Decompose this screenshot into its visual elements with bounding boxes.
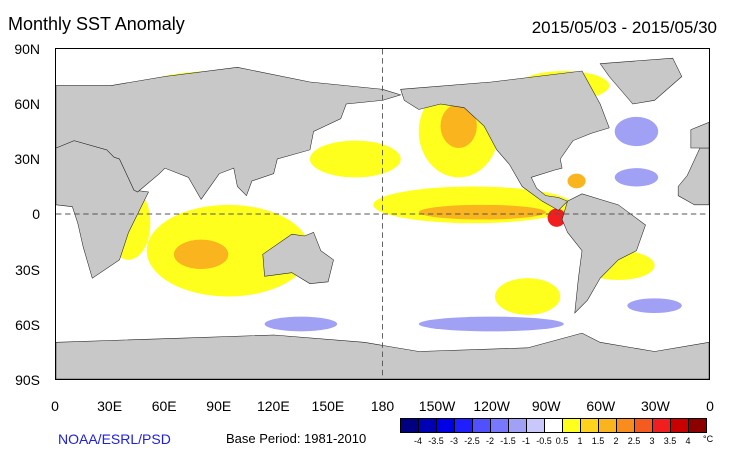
credit-label: NOAA/ESRL/PSD — [58, 431, 171, 447]
colorbar-swatch — [545, 419, 563, 432]
anomaly-peak — [547, 208, 566, 227]
colorbar-tick-label: -1 — [521, 436, 531, 446]
lon-label: 120W — [473, 398, 510, 414]
colorbar-tick-label: -3 — [449, 436, 459, 446]
colorbar-tick-label: 2.5 — [627, 436, 641, 446]
lon-label: 0 — [51, 398, 59, 414]
colorbar-tick-label: 3.5 — [663, 436, 677, 446]
colorbar-swatch — [563, 419, 581, 432]
lon-label: 90E — [206, 398, 232, 414]
lat-label: 90S — [15, 372, 40, 388]
date-range: 2015/05/03 - 2015/05/30 — [531, 18, 717, 37]
colorbar-swatch — [527, 419, 545, 432]
colorbar-tick-label: 1.5 — [591, 436, 605, 446]
colorbar-swatch — [473, 419, 491, 432]
colorbar-swatch — [401, 419, 419, 432]
colorbar-swatch — [635, 419, 653, 432]
chart-title: Monthly SST Anomaly — [8, 14, 185, 34]
colorbar-swatch — [491, 419, 509, 432]
lat-label: 30N — [14, 151, 40, 167]
anomaly-orange — [173, 104, 586, 269]
colorbar-unit: °C — [703, 434, 714, 444]
colorbar-tick-label: -2 — [485, 436, 495, 446]
colorbar-tick-label: 1 — [577, 436, 583, 446]
lat-label: 90N — [14, 41, 40, 57]
colorbar-swatch — [689, 419, 706, 432]
colorbar-swatch — [509, 419, 527, 432]
lon-label: 30W — [641, 398, 670, 414]
colorbar-swatch — [455, 419, 473, 432]
colorbar-labels: -4 -3.5 -3 -2.5 -2 -1.5 -1 -0.5 0.5 1 1.5 2 2.5 3 3.5 4 — [400, 436, 700, 450]
colorbar-tick-label: 3 — [649, 436, 655, 446]
lon-label: 0 — [706, 398, 714, 414]
colorbar-swatch — [617, 419, 635, 432]
lat-label: 30S — [15, 262, 40, 278]
colorbar — [400, 418, 707, 433]
lon-label: 30E — [97, 398, 123, 414]
lon-label: 180 — [370, 398, 395, 414]
colorbar-tick-label: -3.5 — [428, 436, 444, 446]
lat-label: 60N — [14, 96, 40, 112]
lat-label: 0 — [32, 206, 40, 222]
colorbar-tick-label: -0.5 — [536, 436, 552, 446]
colorbar-tick-label: 0.5 — [555, 436, 569, 446]
lon-label: 60E — [151, 398, 177, 414]
base-period: Base Period: 1981-2010 — [226, 431, 367, 446]
colorbar-tick-label: -1.5 — [500, 436, 516, 446]
colorbar-swatch — [419, 419, 437, 432]
colorbar-swatch — [581, 419, 599, 432]
anomaly-cool — [264, 116, 682, 332]
colorbar-swatch — [437, 419, 455, 432]
lon-label: 150W — [418, 398, 456, 414]
lon-label: 120E — [256, 398, 290, 414]
lat-label: 60S — [15, 317, 40, 333]
colorbar-tick-label: 4 — [685, 436, 691, 446]
colorbar-tick-label: -2.5 — [464, 436, 480, 446]
lon-label: 90W — [531, 398, 561, 414]
sst-anomaly-map — [55, 48, 710, 380]
colorbar-swatch — [599, 419, 617, 432]
colorbar-tick-label: 2 — [613, 436, 619, 446]
colorbar-swatch — [671, 419, 689, 432]
lon-label: 150E — [311, 398, 345, 414]
colorbar-tick-label: -4 — [413, 436, 423, 446]
colorbar-swatch — [653, 419, 671, 432]
lon-label: 60W — [586, 398, 616, 414]
